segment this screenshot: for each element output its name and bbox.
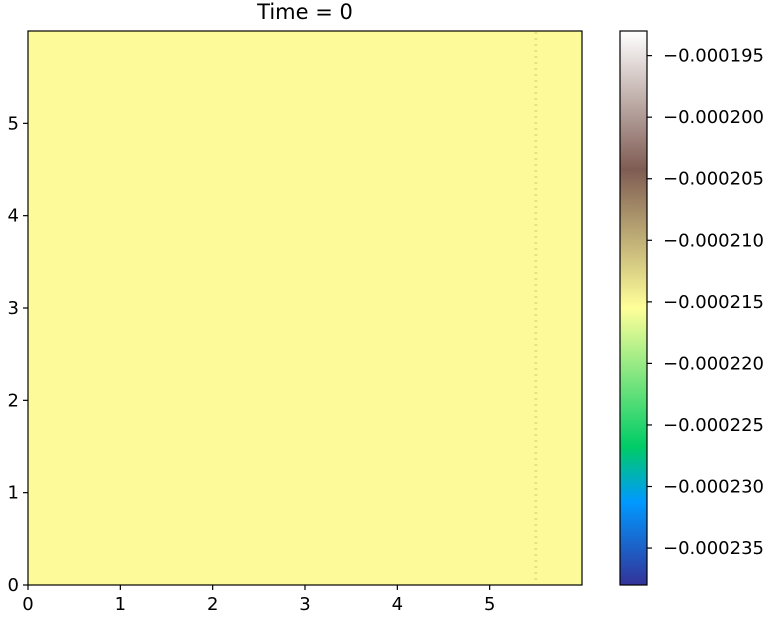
- colorbar-ticks: −0.000195 −0.000200 −0.000205 −0.000210 −0.0…: [647, 46, 764, 559]
- colorbar: −0.000195 −0.000200 −0.000205 −0.000210 −0.0…: [619, 30, 764, 586]
- x-tick-label: 3: [299, 594, 310, 615]
- chart-title: Time = 0: [256, 0, 353, 24]
- y-axis: 0 1 2 3 4 5: [8, 113, 28, 596]
- y-tick-label: 3: [8, 298, 19, 319]
- y-tick-label: 4: [8, 206, 19, 227]
- y-tick-label: 0: [8, 575, 19, 596]
- x-tick-label: 0: [22, 594, 33, 615]
- colorbar-gradient: [620, 31, 647, 585]
- colorbar-tick-label: −0.000200: [663, 107, 764, 128]
- y-tick-label: 1: [8, 483, 19, 504]
- plot-area: [27, 30, 583, 586]
- colorbar-tick-label: −0.000210: [663, 230, 764, 251]
- x-axis: 0 1 2 3 4 5: [22, 585, 495, 615]
- y-tick-label: 5: [8, 113, 19, 134]
- colorbar-tick-label: −0.000220: [663, 353, 764, 374]
- colorbar-tick-label: −0.000215: [663, 292, 764, 313]
- colorbar-tick-label: −0.000195: [663, 46, 764, 67]
- colorbar-frame: [619, 30, 648, 586]
- heatmap-field: [28, 31, 582, 585]
- y-tick-label: 2: [8, 390, 19, 411]
- colorbar-tick-label: −0.000205: [663, 169, 764, 190]
- x-tick-label: 5: [484, 594, 495, 615]
- x-tick-label: 1: [115, 594, 126, 615]
- colorbar-tick-label: −0.000230: [663, 477, 764, 498]
- colorbar-tick-label: −0.000225: [663, 415, 764, 436]
- x-tick-label: 2: [207, 594, 218, 615]
- colorbar-tick-label: −0.000235: [663, 538, 764, 559]
- x-tick-label: 4: [392, 594, 403, 615]
